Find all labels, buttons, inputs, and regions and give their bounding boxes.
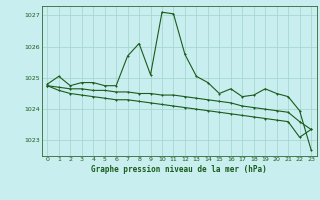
X-axis label: Graphe pression niveau de la mer (hPa): Graphe pression niveau de la mer (hPa): [91, 165, 267, 174]
